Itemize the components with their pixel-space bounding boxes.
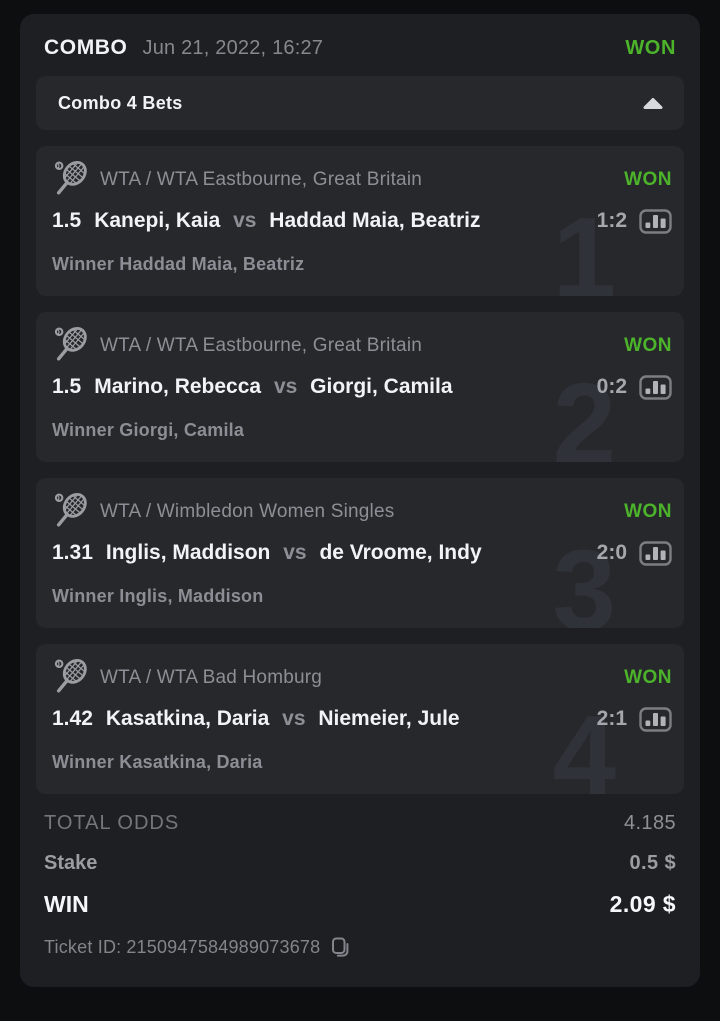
- away-player: Niemeier, Jule: [318, 707, 460, 730]
- tennis-racket-icon: [52, 491, 90, 533]
- win-label: WIN: [44, 891, 89, 917]
- bets-list: 1 WTA / WTA Eastbourne, Great Britain WO…: [36, 146, 684, 794]
- bet-odds: 1.42: [52, 707, 93, 730]
- home-player: Marino, Rebecca: [94, 375, 262, 398]
- bet-number-watermark: 4: [552, 693, 616, 795]
- total-odds-label: TOTAL ODDS: [44, 812, 180, 834]
- match-statistics-icon[interactable]: [639, 540, 672, 566]
- bet-card: 2 WTA / WTA Eastbourne, Great Britain WO…: [36, 312, 684, 462]
- stake-label: Stake: [44, 852, 98, 874]
- bet-pick-label: Winner Inglis, Maddison: [52, 585, 264, 606]
- vs-label: vs: [283, 541, 307, 564]
- bet-type-label: COMBO: [44, 36, 128, 59]
- tennis-racket-icon: [52, 325, 90, 367]
- away-player: de Vroome, Indy: [319, 541, 482, 564]
- ticket-id: Ticket ID: 2150947584989073678: [44, 937, 320, 958]
- bet-card: 4 WTA / WTA Bad Homburg WON 1.42 Kasatki…: [36, 644, 684, 794]
- vs-label: vs: [273, 375, 298, 398]
- win-value: 2.09 $: [609, 891, 676, 917]
- match-statistics-icon[interactable]: [639, 706, 672, 732]
- ticket-status-badge: WON: [625, 36, 676, 59]
- home-player: Kasatkina, Daria: [105, 707, 270, 730]
- total-odds-value: 4.185: [623, 812, 676, 834]
- league-name: WTA / Wimbledon Women Singles: [100, 501, 395, 522]
- away-player: Haddad Maia, Beatriz: [269, 209, 481, 232]
- bet-odds: 1.31: [52, 541, 93, 564]
- bet-card: 3 WTA / Wimbledon Women Singles WON 1.31…: [36, 478, 684, 628]
- bet-odds: 1.5: [52, 375, 82, 398]
- bet-card: 1 WTA / WTA Eastbourne, Great Britain WO…: [36, 146, 684, 296]
- bet-number-watermark: 3: [552, 527, 616, 629]
- ticket-id-value: 2150947584989073678: [126, 937, 321, 957]
- tennis-racket-icon: [52, 657, 90, 699]
- ticket-summary: TOTAL ODDS 4.185 Stake 0.5 $ WIN 2.09 $ …: [36, 812, 684, 959]
- ticket-id-label: Ticket ID:: [44, 937, 122, 957]
- bet-status-badge: WON: [624, 667, 672, 688]
- bet-pick-label: Winner Haddad Maia, Beatriz: [52, 253, 305, 274]
- bet-number-watermark: 2: [552, 361, 616, 463]
- match-score: 2:0: [596, 541, 627, 564]
- vs-label: vs: [233, 209, 257, 232]
- league-name: WTA / WTA Bad Homburg: [100, 667, 323, 688]
- match-score: 1:2: [596, 209, 627, 232]
- bet-number-watermark: 1: [552, 195, 616, 297]
- combo-bets-label: Combo 4 Bets: [58, 92, 183, 113]
- match-players: Kasatkina, Daria vs Niemeier, Jule: [106, 707, 587, 731]
- home-player: Inglis, Maddison: [105, 541, 271, 564]
- home-player: Kanepi, Kaia: [94, 209, 221, 232]
- match-players: Marino, Rebecca vs Giorgi, Camila: [94, 375, 586, 399]
- match-players: Kanepi, Kaia vs Haddad Maia, Beatriz: [94, 209, 586, 233]
- match-players: Inglis, Maddison vs de Vroome, Indy: [106, 541, 587, 565]
- bet-odds: 1.5: [52, 209, 82, 232]
- bet-pick-label: Winner Giorgi, Camila: [52, 419, 245, 440]
- copy-icon[interactable]: [330, 936, 351, 959]
- match-score: 0:2: [596, 375, 627, 398]
- ticket-header: COMBO Jun 21, 2022, 16:27 WON: [36, 30, 684, 66]
- league-name: WTA / WTA Eastbourne, Great Britain: [100, 169, 423, 190]
- away-player: Giorgi, Camila: [310, 375, 453, 398]
- bet-status-badge: WON: [624, 169, 672, 190]
- match-statistics-icon[interactable]: [639, 208, 672, 234]
- tennis-racket-icon: [52, 159, 90, 201]
- ticket-date: Jun 21, 2022, 16:27: [142, 36, 324, 59]
- bet-status-badge: WON: [624, 501, 672, 522]
- chevron-up-icon[interactable]: [642, 97, 664, 110]
- vs-label: vs: [282, 707, 306, 730]
- combo-bets-toggle[interactable]: Combo 4 Bets: [36, 76, 684, 130]
- bet-status-badge: WON: [624, 335, 672, 356]
- bet-pick-label: Winner Kasatkina, Daria: [52, 751, 263, 772]
- match-statistics-icon[interactable]: [639, 374, 672, 400]
- league-name: WTA / WTA Eastbourne, Great Britain: [100, 335, 423, 356]
- match-score: 2:1: [596, 707, 627, 730]
- stake-value: 0.5 $: [629, 852, 676, 874]
- bet-ticket-card: COMBO Jun 21, 2022, 16:27 WON Combo 4 Be…: [20, 14, 700, 987]
